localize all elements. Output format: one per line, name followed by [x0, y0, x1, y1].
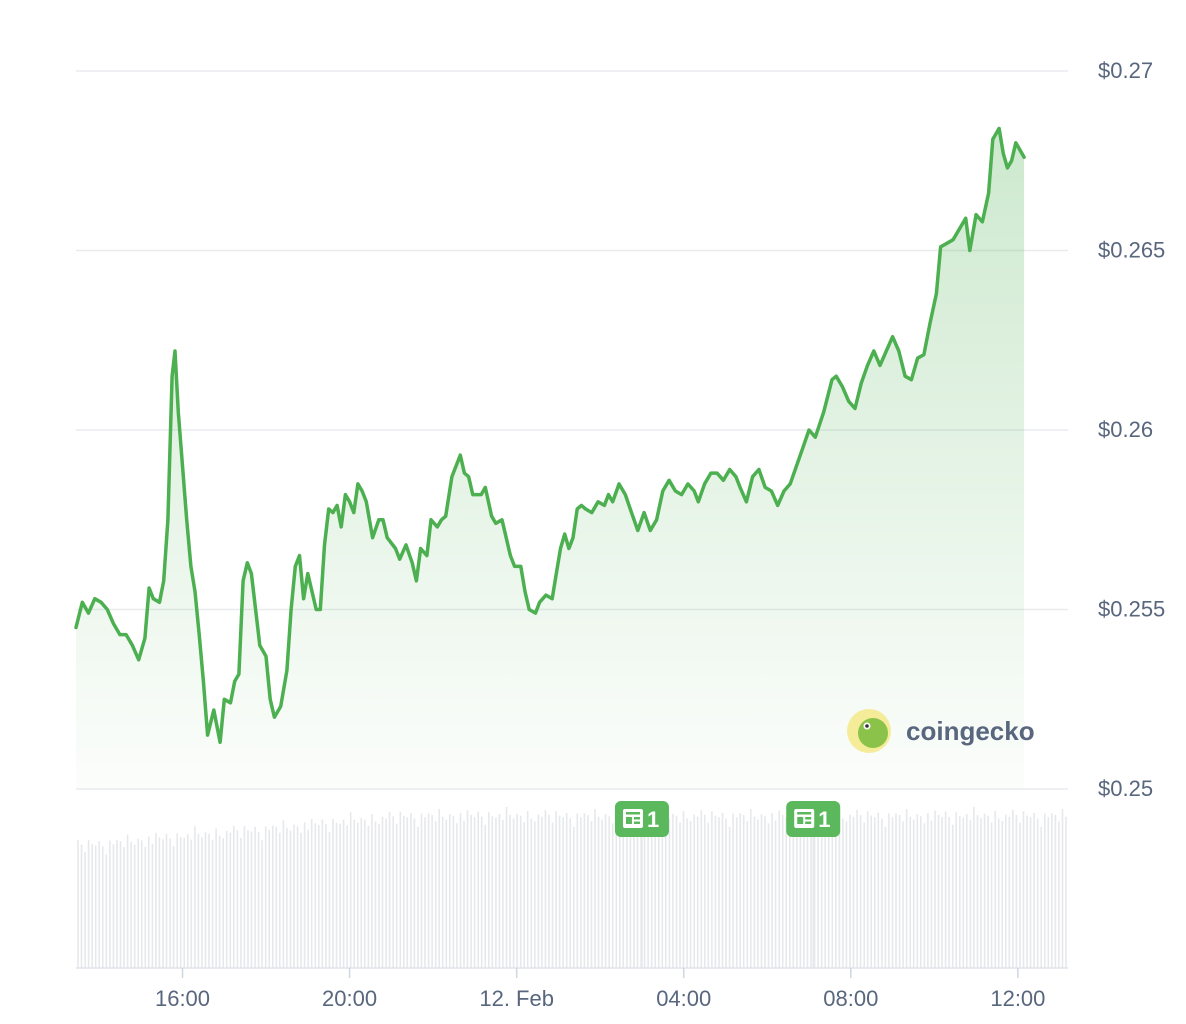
gecko-pupil-shape — [865, 724, 869, 728]
y-tick-label: $0.26 — [1098, 417, 1153, 442]
news-count: 1 — [647, 807, 659, 832]
x-tick-label: 12:00 — [990, 986, 1045, 1011]
x-tick-label: 12. Feb — [479, 986, 554, 1011]
y-tick-label: $0.265 — [1098, 238, 1165, 263]
newspaper-icon — [794, 809, 815, 828]
news-count: 1 — [818, 807, 830, 832]
x-tick-label: 04:00 — [656, 986, 711, 1011]
x-tick-label: 16:00 — [155, 986, 210, 1011]
brand-name: coingecko — [906, 716, 1035, 746]
volume-bars — [77, 807, 1067, 968]
x-tick-label: 20:00 — [322, 986, 377, 1011]
y-tick-label: $0.25 — [1098, 776, 1153, 801]
x-tick-label: 08:00 — [823, 986, 878, 1011]
price-area — [76, 128, 1025, 789]
y-tick-label: $0.27 — [1098, 58, 1153, 83]
price-line[interactable] — [74, 126, 1026, 745]
price-area-fill — [76, 128, 1025, 789]
news-marker[interactable]: 1 — [786, 801, 841, 968]
newspaper-icon — [622, 809, 643, 828]
price-line-group — [74, 126, 1026, 745]
gecko-head-shape — [858, 718, 888, 748]
y-tick-label: $0.255 — [1098, 597, 1165, 622]
x-axis-labels: 16:00 20:00 12. Feb 04:00 08:00 12:00 — [76, 967, 1068, 1011]
news-marker[interactable]: 1 — [614, 801, 669, 968]
y-axis-labels: $0.27 $0.265 $0.26 $0.255 $0.25 — [1098, 58, 1165, 801]
coingecko-watermark: coingecko — [847, 709, 1035, 753]
